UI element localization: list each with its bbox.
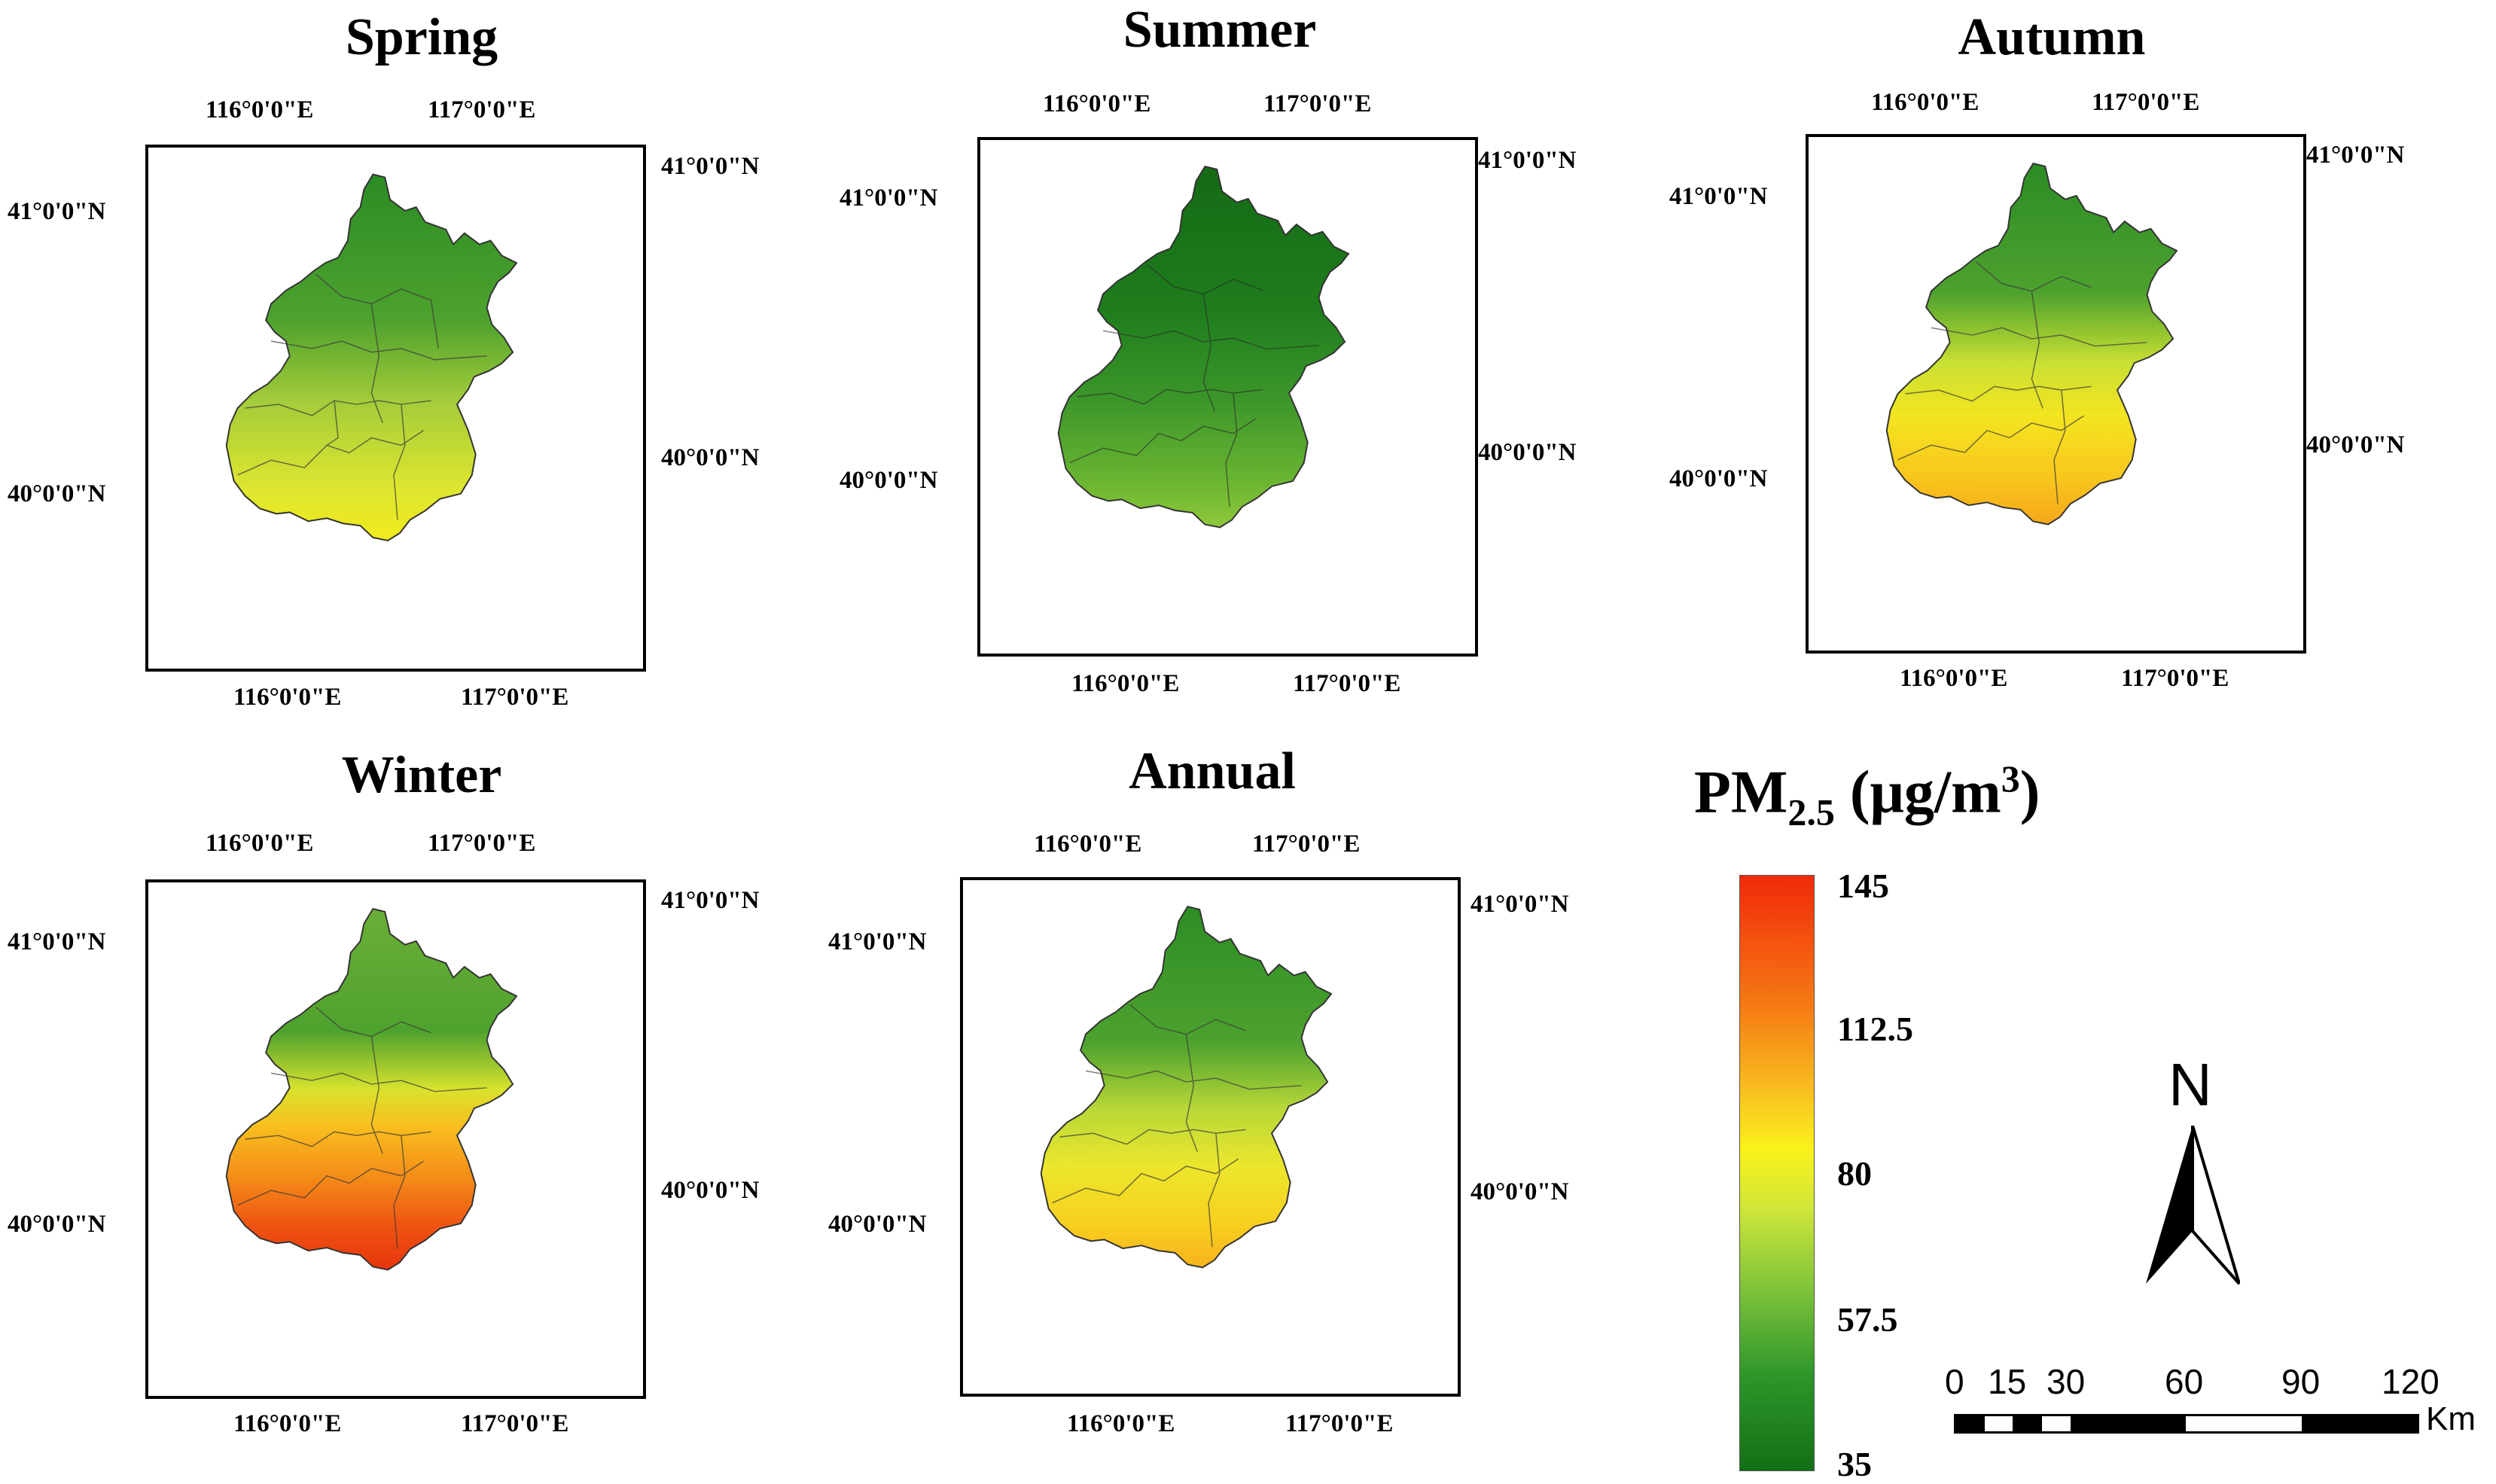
- map-panel-spring: Spring 116°0'0"E 117°0'0"E: [8, 8, 783, 730]
- lat-label-left-1: 41°0'0"N: [1669, 183, 1768, 210]
- scalebar-tick-0: 0: [1945, 1362, 1964, 1401]
- scalebar-tick-15: 15: [1988, 1362, 2027, 1401]
- lat-label-left-1: 41°0'0"N: [828, 928, 927, 955]
- map-frame: [1806, 134, 2306, 654]
- lat-label-right-2: 40°0'0"N: [661, 444, 760, 471]
- scalebar-seg: [1956, 1416, 1985, 1431]
- lat-label-right-2: 40°0'0"N: [1470, 1178, 1569, 1205]
- panel-title: Annual: [1129, 742, 1296, 800]
- map-frame: [145, 879, 646, 1399]
- lat-label-left-2: 40°0'0"N: [828, 1211, 927, 1238]
- scalebar-seg: [2013, 1416, 2042, 1431]
- lon-label-bottom-2: 117°0'0"E: [1293, 670, 1401, 697]
- legend-title-sup: 3: [2001, 757, 2020, 800]
- legend-label-112-5: 112.5: [1837, 1010, 1913, 1048]
- lon-label-top-2: 117°0'0"E: [428, 96, 536, 123]
- legend-title-sub: 2.5: [1787, 791, 1835, 833]
- lat-label-left-2: 40°0'0"N: [8, 1211, 106, 1238]
- lon-label-bottom-1: 116°0'0"E: [1900, 665, 2008, 692]
- beijing-map-winter: [225, 908, 518, 1271]
- scalebar-seg: [2041, 1416, 2071, 1431]
- lon-label-bottom-2: 117°0'0"E: [461, 1410, 569, 1437]
- beijing-map-spring: [225, 173, 518, 541]
- lat-label-right-2: 40°0'0"N: [661, 1177, 760, 1204]
- lat-label-right-2: 40°0'0"N: [1478, 439, 1577, 466]
- panel-title: Summer: [1123, 1, 1317, 59]
- lon-label-top-1: 116°0'0"E: [1871, 89, 1979, 116]
- lon-label-top-1: 116°0'0"E: [206, 830, 314, 857]
- scalebar-unit: Km: [2426, 1400, 2476, 1437]
- lon-label-top-1: 116°0'0"E: [206, 96, 314, 123]
- scalebar-seg: [2186, 1416, 2302, 1431]
- lon-label-top-1: 116°0'0"E: [1043, 90, 1151, 117]
- lon-label-top-2: 117°0'0"E: [1252, 830, 1361, 858]
- lon-label-bottom-1: 116°0'0"E: [233, 684, 342, 711]
- color-ramp-legend: [1739, 875, 1815, 1471]
- lat-label-right-1: 41°0'0"N: [1478, 147, 1577, 174]
- map-panel-autumn: Autumn 116°0'0"E 117°0'0"E: [1660, 8, 2413, 730]
- lon-label-top-1: 116°0'0"E: [1034, 830, 1142, 858]
- lat-label-right-1: 41°0'0"N: [2306, 142, 2405, 169]
- map-panel-annual: Annual 116°0'0"E 117°0'0"E: [824, 742, 1577, 1464]
- north-arrow-label: N: [2168, 1051, 2212, 1118]
- lat-label-right-2: 40°0'0"N: [2306, 431, 2405, 459]
- legend-title-unit: (μg/m: [1834, 759, 2001, 826]
- scalebar: [1954, 1414, 2419, 1434]
- lat-label-left-1: 41°0'0"N: [840, 184, 938, 212]
- scalebar-seg: [1984, 1416, 2013, 1431]
- map-panel-summer: Summer 116°0'0"E 117°0'0"E: [832, 0, 1585, 723]
- lon-label-bottom-1: 116°0'0"E: [1067, 1410, 1175, 1437]
- lat-label-left-2: 40°0'0"N: [1669, 465, 1768, 492]
- lat-label-right-1: 41°0'0"N: [1470, 891, 1569, 918]
- lon-label-bottom-2: 117°0'0"E: [2121, 665, 2229, 692]
- legend-label-80: 80: [1837, 1154, 1872, 1193]
- map-frame: [960, 877, 1461, 1397]
- lon-label-bottom-2: 117°0'0"E: [461, 684, 569, 711]
- beijing-map-annual: [1040, 906, 1333, 1269]
- lon-label-top-2: 117°0'0"E: [1263, 90, 1372, 117]
- lat-label-left-1: 41°0'0"N: [8, 928, 106, 955]
- lon-label-top-2: 117°0'0"E: [428, 830, 536, 857]
- scalebar-tick-120: 120: [2382, 1362, 2440, 1401]
- legend-label-35: 35: [1837, 1445, 1872, 1483]
- lat-label-left-2: 40°0'0"N: [8, 480, 106, 507]
- lat-label-right-1: 41°0'0"N: [661, 887, 760, 914]
- lon-label-bottom-1: 116°0'0"E: [233, 1410, 342, 1437]
- lon-label-top-2: 117°0'0"E: [2092, 89, 2200, 116]
- map-panel-winter: Winter 116°0'0"E 117°0'0"E: [8, 745, 783, 1468]
- scalebar-tick-30: 30: [2046, 1362, 2086, 1401]
- legend-label-145: 145: [1837, 867, 1889, 905]
- lat-label-left-2: 40°0'0"N: [840, 467, 938, 494]
- lon-label-bottom-1: 116°0'0"E: [1071, 670, 1180, 697]
- scalebar-seg: [2301, 1416, 2417, 1431]
- scalebar-tick-90: 90: [2281, 1362, 2321, 1401]
- lon-label-bottom-2: 117°0'0"E: [1285, 1410, 1394, 1437]
- beijing-map-autumn: [1885, 163, 2178, 526]
- lat-label-left-1: 41°0'0"N: [8, 198, 106, 225]
- legend-label-57-5: 57.5: [1837, 1300, 1898, 1339]
- panel-title: Autumn: [1958, 8, 2146, 66]
- legend-title-pm: PM: [1694, 759, 1788, 826]
- north-arrow-icon: [2146, 1126, 2240, 1285]
- lat-label-right-1: 41°0'0"N: [661, 153, 760, 180]
- map-frame: [977, 137, 1478, 657]
- panel-title: Spring: [345, 8, 498, 66]
- scalebar-tick-60: 60: [2165, 1362, 2204, 1401]
- beijing-map-summer: [1057, 166, 1350, 529]
- scalebar-seg: [2070, 1416, 2186, 1431]
- panel-title: Winter: [341, 746, 502, 804]
- map-frame: [145, 145, 646, 672]
- legend-title: PM2.5 (μg/m3): [1694, 757, 2040, 834]
- legend-title-close: ): [2019, 759, 2040, 826]
